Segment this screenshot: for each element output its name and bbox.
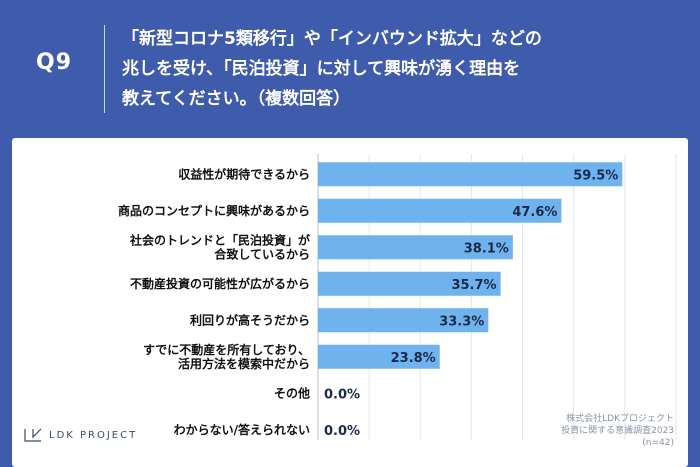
category-label: すでに不動産を所有しており、 xyxy=(143,342,310,357)
category-label: 不動産投資の可能性が広がるから xyxy=(130,276,310,291)
value-label: 35.7% xyxy=(451,278,496,293)
value-label: 38.1% xyxy=(464,241,509,256)
value-label: 33.3% xyxy=(439,314,484,329)
bar xyxy=(318,235,513,260)
source-note: 株式会社LDKプロジェクト 投資に関する意識調査2023 (n=42) xyxy=(561,413,674,449)
question-text: 「新型コロナ5類移行」や「インバウンド拡大」などの 兆しを受け、「民泊投資」に対… xyxy=(122,29,542,109)
value-label: 59.5% xyxy=(573,168,618,183)
bar xyxy=(318,162,623,187)
category-label: その他 xyxy=(274,385,310,400)
header-divider xyxy=(104,25,105,113)
category-label: 社会のトレンドと「民泊投資」が xyxy=(129,232,310,247)
source-sample-size: (n=42) xyxy=(642,438,674,448)
bar xyxy=(318,271,501,296)
value-label: 0.0% xyxy=(324,387,360,402)
source-company: 株式会社LDKプロジェクト xyxy=(566,414,674,424)
bar xyxy=(318,344,440,369)
source-survey: 投資に関する意識調査2023 xyxy=(561,426,674,436)
company-logo: LDK PROJECT xyxy=(24,428,137,442)
question-number: Q9 xyxy=(36,50,73,75)
category-label: 合致しているから xyxy=(214,246,310,261)
value-label: 23.8% xyxy=(391,351,436,366)
logo-text: LDK PROJECT xyxy=(49,429,138,441)
category-label: 収益性が期待できるから xyxy=(178,166,310,181)
ldk-logo-icon xyxy=(24,428,42,442)
value-label: 0.0% xyxy=(324,424,360,439)
category-label: 活用方法を模索中だから xyxy=(178,356,310,371)
value-label: 47.6% xyxy=(512,205,557,220)
header: Q9 「新型コロナ5類移行」や「インバウンド拡大」などの 兆しを受け、「民泊投資… xyxy=(0,0,700,130)
bar xyxy=(318,308,489,333)
category-label: 利回りが高そうだから xyxy=(190,312,310,327)
bar xyxy=(318,198,562,223)
category-label: わからない/答えられない xyxy=(174,422,310,437)
category-label: 商品のコンセプトに興味があるから xyxy=(118,203,310,218)
chart-card: 収益性が期待できるから 59.5% 商品のコンセプトに興味があるから 47.6% 社会の… xyxy=(12,138,688,467)
bar-chart: 収益性が期待できるから 59.5% 商品のコンセプトに興味があるから 47.6% 社会の… xyxy=(118,154,677,440)
